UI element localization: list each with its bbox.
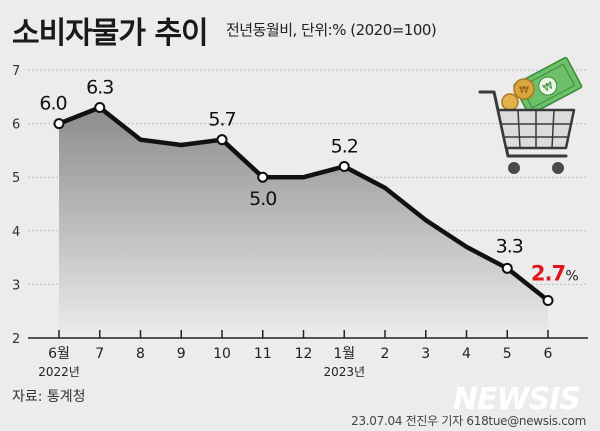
x-tick-label: 9 — [177, 346, 186, 362]
data-labels: 6.0 6.3 5.7 5.0 5.2 3.3 2.7% — [39, 77, 578, 286]
x-tick-label: 7 — [95, 346, 104, 362]
data-point — [338, 160, 350, 172]
data-label: 5.7 — [208, 109, 235, 131]
data-label: 2.7 — [531, 261, 565, 285]
credit-line: 23.07.04 전진우 기자 618tue@newsis.com — [351, 414, 586, 428]
data-point — [501, 262, 513, 274]
area-fill — [59, 107, 548, 339]
x-axis: 6월 7 8 9 10 11 12 1월 2 3 4 5 6 2022년 2023년 — [28, 330, 588, 379]
data-label: 3.3 — [496, 235, 523, 257]
data-label: 6.0 — [39, 93, 66, 115]
data-points — [53, 102, 554, 306]
source-note: 자료: 통계청 — [12, 389, 86, 405]
x-tick-label: 1월 — [333, 346, 355, 362]
y-tick-label: 2 — [12, 332, 20, 347]
data-label: 6.3 — [86, 77, 113, 99]
data-label: 5.2 — [331, 135, 358, 157]
x-tick-label: 8 — [136, 346, 145, 362]
y-tick-label: 7 — [12, 64, 20, 79]
area-series — [59, 107, 548, 339]
series-line — [56, 105, 551, 303]
year-label: 2022년 — [38, 365, 80, 379]
data-label-unit: % — [565, 268, 578, 284]
svg-text:₩: ₩ — [519, 85, 529, 96]
data-label: 5.0 — [249, 188, 276, 210]
data-point — [94, 102, 106, 114]
shopping-cart-with-money-icon: ₩ ₩ — [478, 56, 583, 174]
x-tick-label: 2 — [381, 346, 390, 362]
x-tick-label: 4 — [462, 346, 471, 362]
newsis-watermark: NEWSIS — [452, 382, 581, 417]
y-tick-label: 6 — [12, 118, 20, 133]
x-tick-label: 6월 — [48, 346, 70, 362]
data-point — [257, 171, 269, 183]
y-tick-label: 3 — [12, 278, 20, 293]
svg-text:₩: ₩ — [542, 80, 556, 94]
chart-subtitle: 전년동월비, 단위:% (2020=100) — [226, 21, 437, 39]
y-tick-label: 4 — [12, 225, 20, 240]
x-tick-label: 12 — [295, 346, 313, 362]
data-point — [542, 294, 554, 306]
x-tick-label: 11 — [254, 346, 272, 362]
data-point — [53, 118, 65, 130]
chart-title: 소비자물가 추이 — [12, 16, 209, 51]
x-tick-label: 3 — [421, 346, 430, 362]
x-tick-label: 6 — [544, 346, 553, 362]
y-tick-label: 5 — [12, 171, 20, 186]
year-label: 2023년 — [323, 365, 365, 379]
data-point — [216, 134, 228, 146]
x-tick-label: 5 — [503, 346, 512, 362]
x-tick-label: 10 — [213, 346, 231, 362]
series-line-path — [56, 105, 551, 303]
